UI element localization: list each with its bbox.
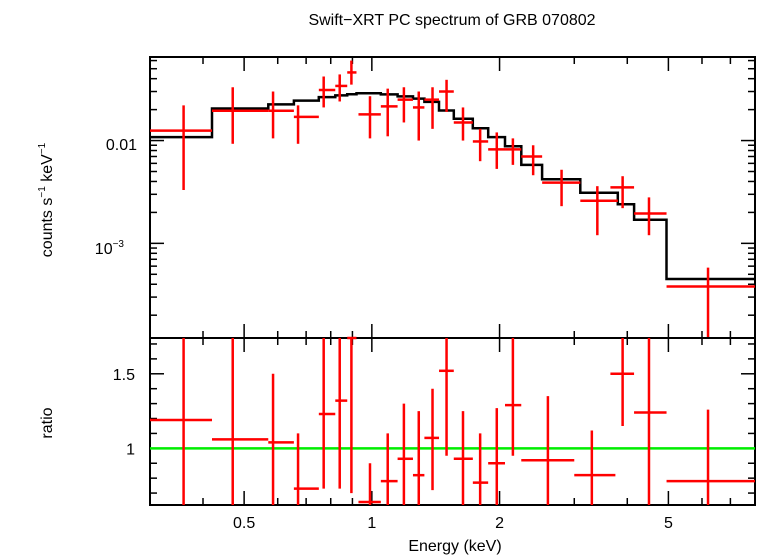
ratio-point [150,338,212,505]
ylabel-exp2: −1 [37,142,48,154]
ratio-y-axis-label: ratio [39,407,56,438]
x-tick-label: 5 [664,515,673,532]
data-point [542,169,581,207]
ratio-point [347,336,357,494]
data-point [505,138,522,165]
data-point [424,87,440,129]
ratio-axis-ticks [149,338,756,505]
data-point [580,186,618,236]
data-point [335,74,348,102]
spectrum-panel: 0.01 10−3 counts s−1 keV−1 [37,56,756,339]
ratio-point [380,433,398,505]
ratio-panel: 0.5 1 2 5 1 1.5 ratio Energy (keV) [39,336,756,555]
ratio-point [412,411,425,505]
ratio-point [211,338,269,505]
y-tick-label-0.01: 0.01 [106,137,137,154]
y-tick-label-1e-3: 10−3 [95,239,125,258]
ratio-point [268,373,294,505]
ratio-point [505,338,522,456]
ratio-tick-labels: 0.5 1 2 5 1 1.5 [113,367,673,532]
model-steps [150,92,755,281]
ratio-point [488,408,506,505]
ylabel-part1: counts s [39,198,56,258]
data-point [150,105,212,191]
data-point [666,267,755,338]
ratio-y-tick-label: 1 [126,441,135,458]
ratio-point [439,338,454,456]
spectrum-y-axis-label: counts s−1 keV−1 [37,142,56,257]
x-tick-label: 1 [367,515,376,532]
data-point [268,91,294,139]
ylabel-exp1: −1 [37,186,48,198]
spectrum-panel-frame [149,56,756,339]
ratio-y-tick-label: 1.5 [113,367,135,384]
data-point [488,132,506,169]
data-point [380,88,398,137]
ratio-point [610,338,635,426]
x-tick-label: 2 [495,515,504,532]
ratio-point [293,433,319,505]
spectrum-axis-ticks [149,57,756,338]
data-point [358,96,381,139]
chart-title: Swift−XRT PC spectrum of GRB 070802 [308,12,595,29]
data-point [211,87,269,144]
ratio-point [318,338,336,489]
ratio-point [666,409,755,505]
data-point [472,128,489,162]
ratio-point [574,430,616,505]
ratio-points [150,336,755,505]
ylabel-part2: keV [39,154,56,186]
data-point [293,105,319,144]
ratio-point [472,433,489,505]
ratio-panel-frame [149,337,756,506]
data-point [610,176,635,209]
ratio-point [424,388,440,491]
ratio-point [397,403,413,505]
spectrum-y-tick-labels: 0.01 10−3 [95,137,137,258]
ratio-point [335,338,348,489]
data-point [318,76,336,108]
ratio-point [634,338,667,505]
data-point [347,60,357,85]
y-tick-label-1e-3-exp: −3 [113,239,125,250]
data-point [453,107,473,141]
data-point [634,197,667,236]
data-point [521,145,543,176]
data-point [412,91,425,141]
x-axis-label: Energy (keV) [408,538,501,555]
data-point [397,87,413,123]
ratio-point [453,411,473,505]
y-tick-label-1e-3-base: 10 [95,241,113,258]
data-point [439,79,454,112]
model-step-line [150,92,755,281]
x-tick-label: 0.5 [233,515,255,532]
ratio-point [358,463,381,505]
data-points [150,60,755,338]
ratio-point [521,396,575,505]
